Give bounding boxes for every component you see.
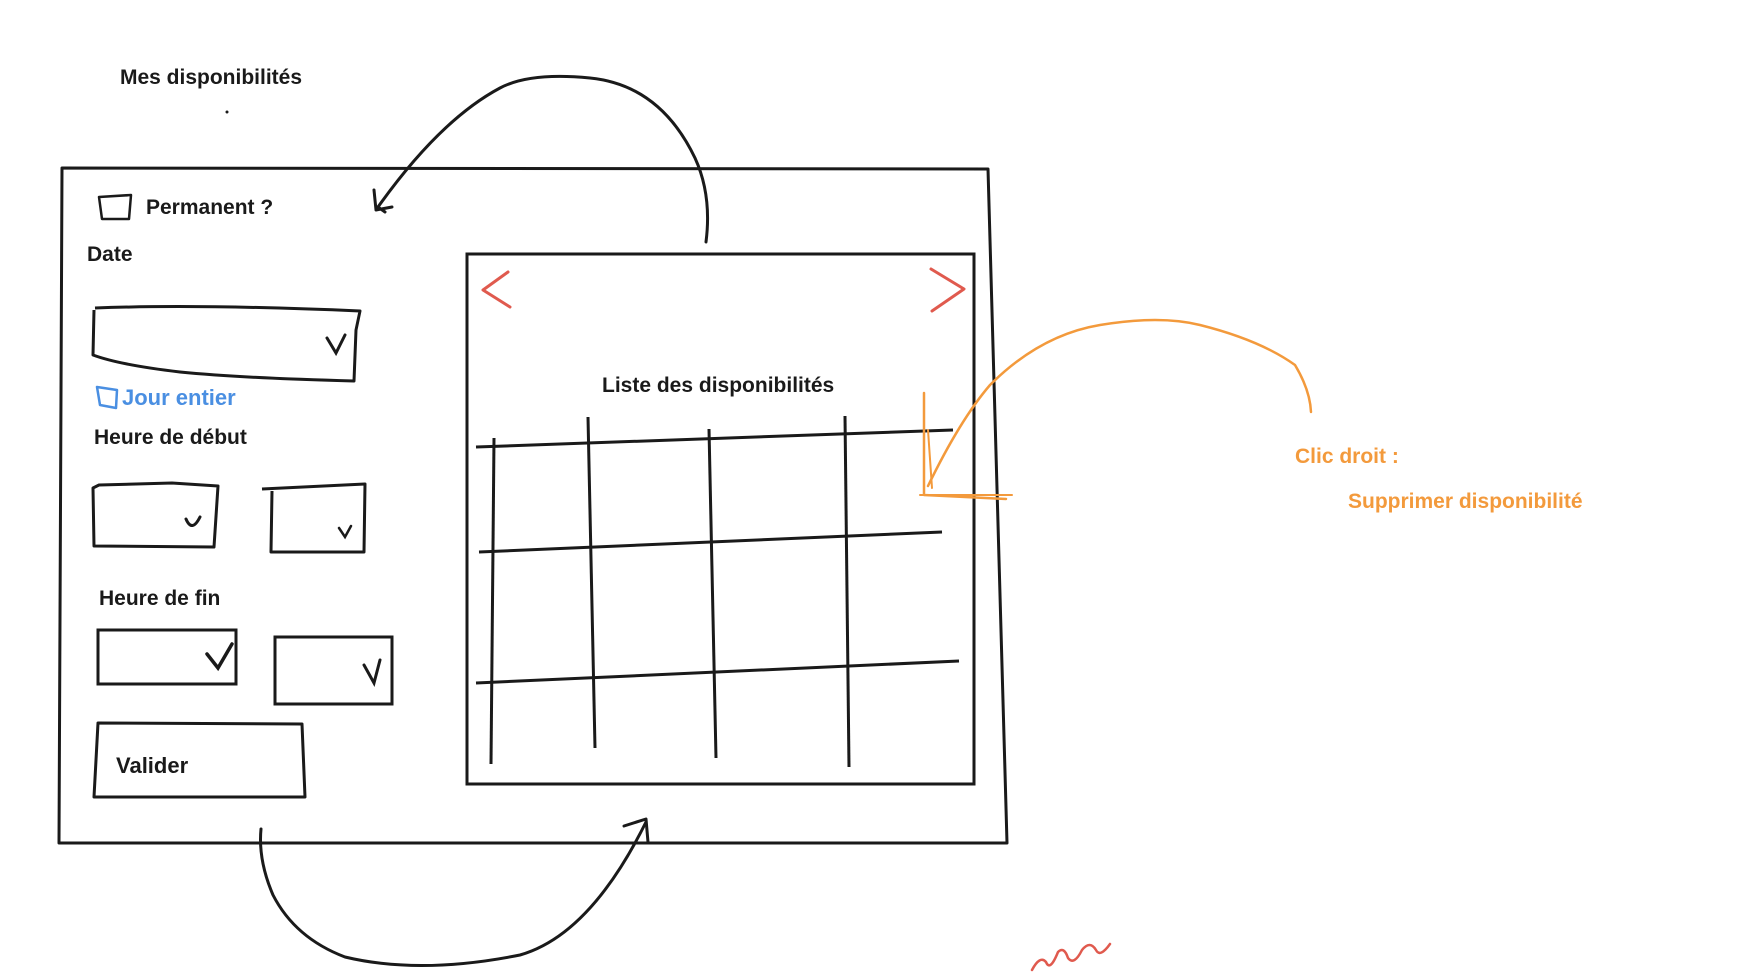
full-day-checkbox[interactable]: Jour entier bbox=[95, 385, 236, 410]
end-minute-select-box bbox=[273, 635, 394, 706]
grid-col-line bbox=[489, 437, 496, 765]
date-label: Date bbox=[87, 243, 133, 266]
chevron-down-icon bbox=[184, 515, 202, 527]
end-time-label: Heure de fin bbox=[99, 587, 220, 610]
end-minute-select[interactable] bbox=[273, 635, 394, 706]
permanent-label: Permanent ? bbox=[146, 196, 273, 219]
annotation-title: Clic droit : bbox=[1295, 445, 1399, 468]
main-frame bbox=[57, 166, 1009, 845]
grid-col-line bbox=[707, 428, 718, 759]
chevron-down-icon bbox=[362, 658, 382, 688]
start-time-label: Heure de début bbox=[94, 426, 247, 449]
end-hour-select[interactable] bbox=[96, 628, 238, 686]
submit-button[interactable]: Valider bbox=[92, 721, 307, 799]
red-scribble bbox=[1030, 942, 1112, 972]
grid-col-line bbox=[586, 416, 597, 749]
start-hour-select[interactable] bbox=[91, 481, 220, 549]
start-hour-select-box bbox=[91, 481, 220, 549]
flow-arrow-bottom bbox=[259, 817, 650, 967]
stray-dot bbox=[225, 110, 229, 114]
arrowhead-icon bbox=[622, 817, 650, 844]
start-minute-select-box bbox=[261, 482, 367, 554]
annotation-arrow bbox=[926, 318, 1313, 488]
flow-arrow-top bbox=[372, 74, 710, 244]
chevron-down-icon bbox=[205, 642, 234, 672]
grid-row-line bbox=[475, 659, 960, 685]
calendar-grid[interactable] bbox=[475, 415, 960, 768]
chevron-down-icon bbox=[325, 333, 347, 357]
start-minute-select[interactable] bbox=[261, 482, 367, 554]
chevron-left-icon[interactable] bbox=[481, 270, 512, 309]
date-select-box bbox=[91, 305, 362, 383]
grid-row-line bbox=[475, 428, 954, 449]
submit-button-label: Valider bbox=[116, 753, 189, 778]
chevron-right-icon[interactable] bbox=[929, 267, 966, 313]
full-day-checkbox-box bbox=[95, 385, 119, 410]
calendar-title: Liste des disponibilités bbox=[602, 374, 834, 397]
permanent-checkbox[interactable]: Permanent ? bbox=[97, 193, 273, 221]
grid-col-line bbox=[843, 415, 851, 768]
full-day-label: Jour entier bbox=[122, 385, 236, 410]
checkbox-box bbox=[97, 193, 133, 221]
page-title: Mes disponibilités bbox=[120, 66, 302, 89]
submit-button-box bbox=[92, 721, 307, 799]
annotation-action: Supprimer disponibilité bbox=[1348, 490, 1583, 513]
end-hour-select-box bbox=[96, 628, 238, 686]
arrowhead-icon bbox=[372, 188, 394, 214]
date-select[interactable] bbox=[91, 305, 362, 383]
chevron-down-icon bbox=[337, 524, 353, 540]
calendar-panel bbox=[465, 252, 976, 786]
